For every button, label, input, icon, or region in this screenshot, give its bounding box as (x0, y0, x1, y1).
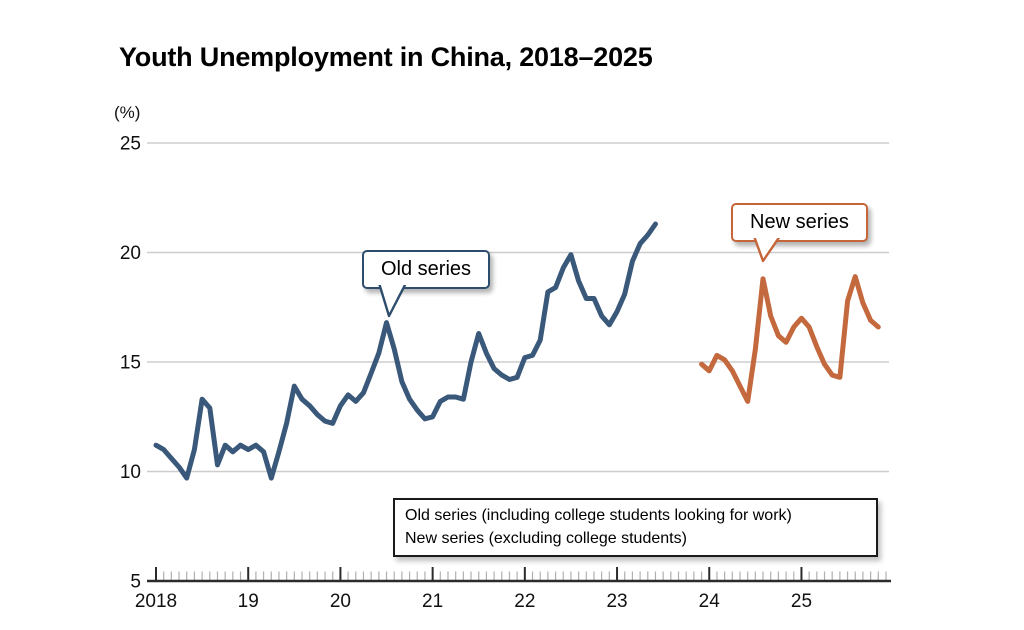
y-tick-label: 15 (120, 353, 141, 374)
x-tick-label: 19 (238, 591, 259, 612)
y-tick-label: 10 (120, 462, 141, 483)
x-tick-label: 23 (606, 591, 627, 612)
x-tick-label: 22 (514, 591, 535, 612)
page-title: Youth Unemployment in China, 2018–2025 (119, 42, 653, 72)
x-tick-label: 25 (791, 591, 812, 612)
new-series-callout: New series (731, 203, 868, 262)
x-tick-label: 24 (699, 591, 721, 612)
x-tick-label: 20 (330, 591, 351, 612)
y-axis-unit-label: (%) (114, 103, 141, 122)
old-series-callout: Old series (362, 250, 491, 317)
y-tick-label: 5 (130, 572, 141, 593)
x-tick-label: 2018 (135, 591, 177, 612)
x-tick-label: 21 (422, 591, 443, 612)
y-tick-label: 25 (120, 134, 141, 155)
new-series-callout-label: New series (750, 211, 849, 233)
legend-box: Old series (including college students l… (393, 498, 878, 558)
y-tick-label: 20 (120, 243, 141, 264)
legend-line-old: Old series (including college students l… (405, 507, 792, 524)
callout-tail (753, 237, 781, 262)
old-series-line (153, 221, 658, 481)
legend-line-new: New series (excluding college students) (405, 530, 687, 548)
callout-tail (378, 284, 407, 317)
new-series-line (699, 274, 881, 404)
old-series-callout-label: Old series (381, 258, 472, 280)
